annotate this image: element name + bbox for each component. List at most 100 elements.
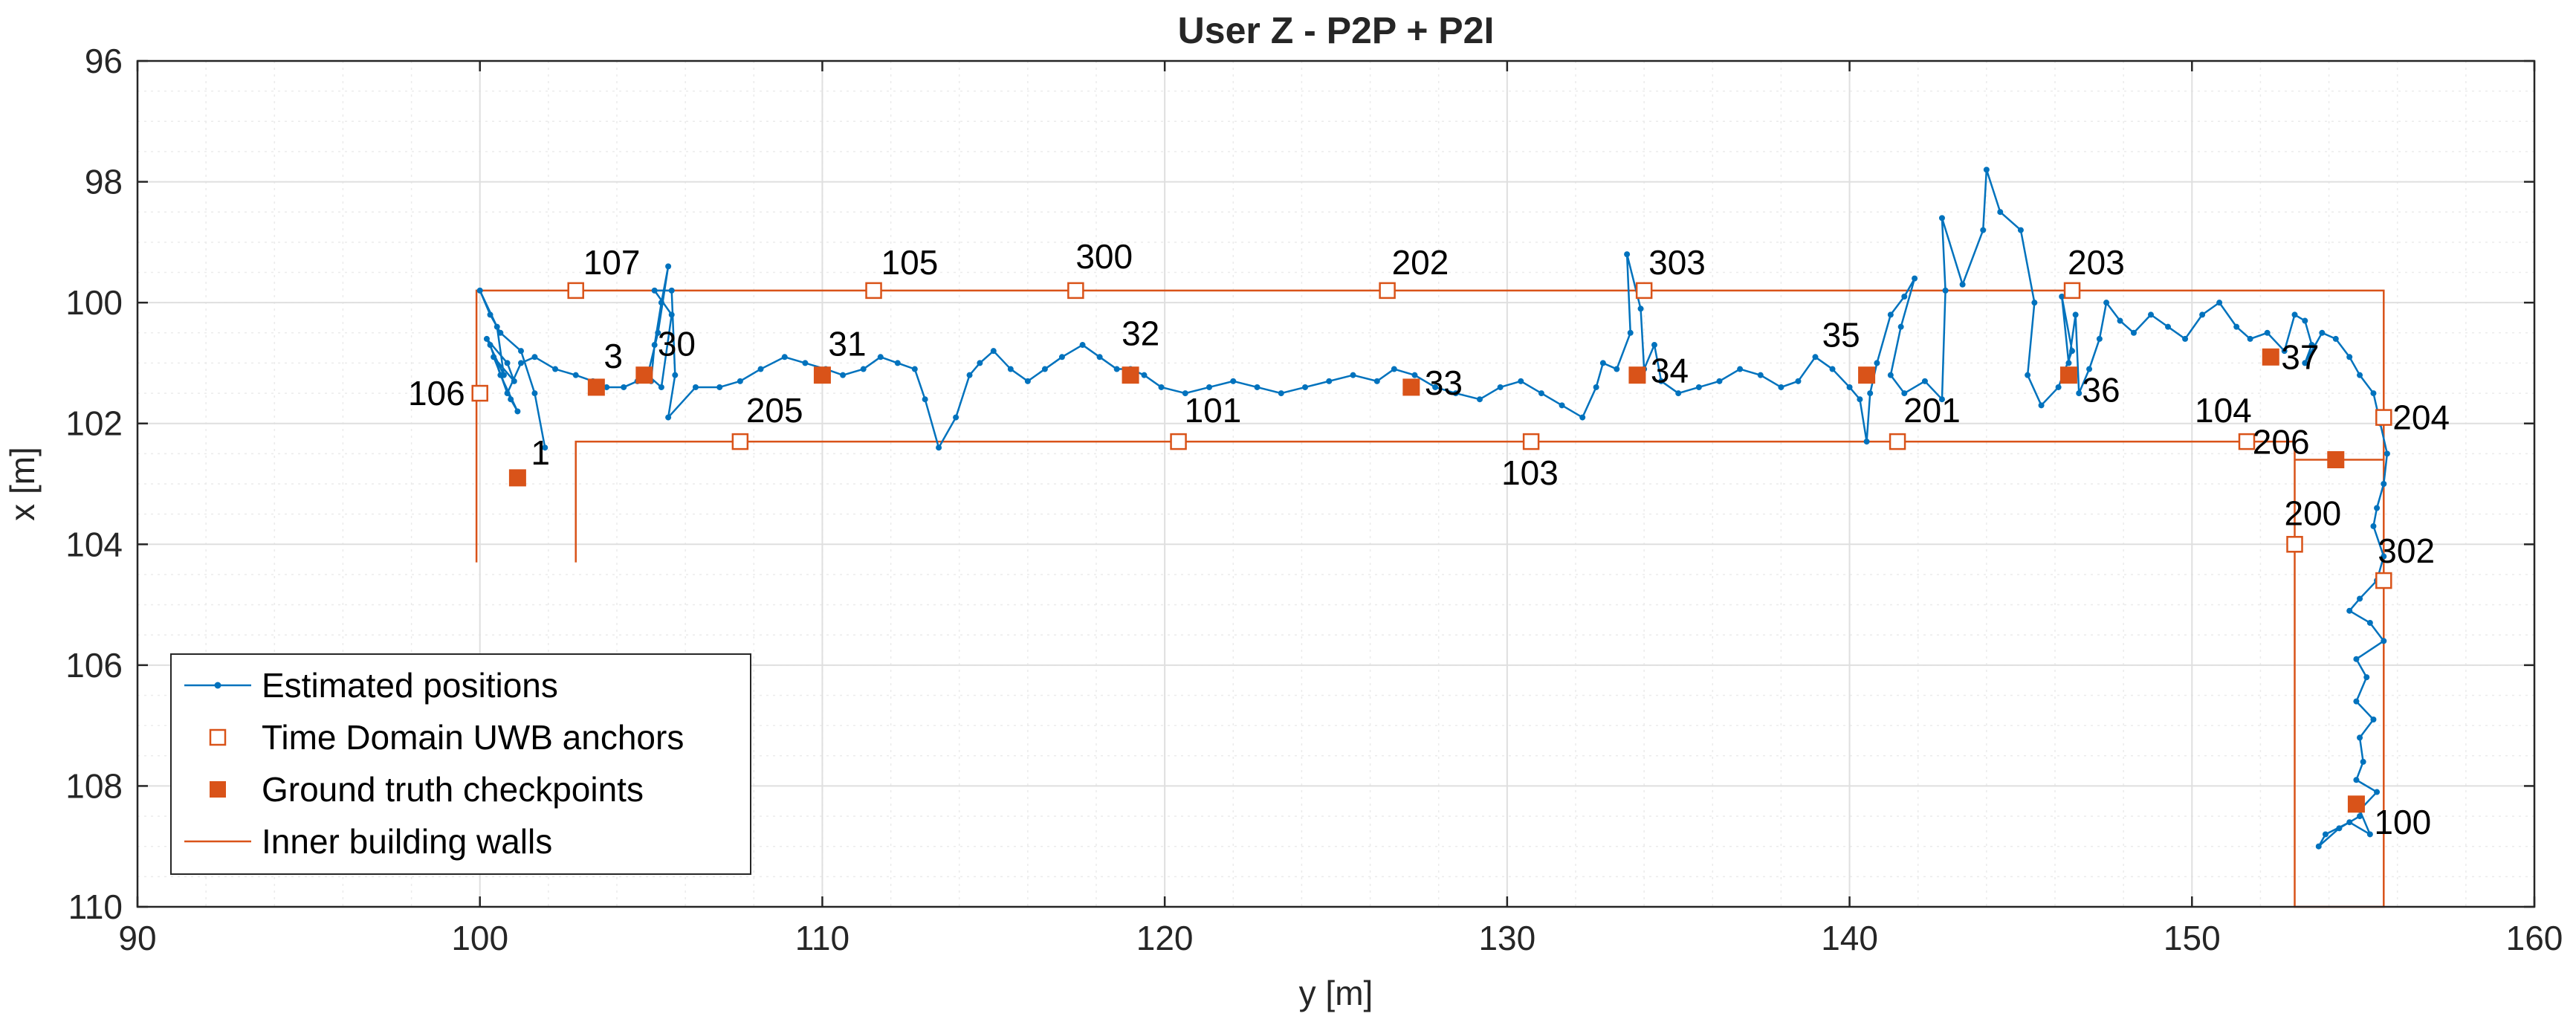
estimated-position-point (1675, 390, 1682, 397)
anchor-label-105: 105 (881, 243, 939, 282)
y-tick-label: 110 (68, 887, 123, 926)
estimated-position-point (781, 354, 788, 360)
y-tick-label: 102 (65, 404, 123, 443)
x-tick-label: 90 (118, 919, 156, 957)
estimated-position-point (911, 366, 918, 372)
estimated-position-point (514, 408, 521, 415)
anchor-label-204: 204 (2392, 398, 2450, 437)
anchor-label-104: 104 (2195, 391, 2252, 430)
estimated-position-point (2374, 505, 2381, 511)
estimated-position-point (2315, 843, 2322, 850)
estimated-position-point (1997, 209, 2004, 216)
x-tick-label: 120 (1136, 919, 1194, 957)
estimated-position-point (2357, 372, 2363, 378)
estimated-position-point (1158, 384, 1165, 390)
estimated-position-point (990, 348, 997, 355)
estimated-position-point (621, 384, 627, 390)
estimated-position-point (1863, 439, 1870, 445)
estimated-position-point (2366, 619, 2373, 626)
estimated-position-point (651, 342, 658, 349)
estimated-position-point (1651, 342, 1657, 349)
estimated-position-point (2130, 329, 2137, 336)
estimated-position-point (2357, 595, 2363, 602)
estimated-position-point (2353, 777, 2360, 783)
estimated-position-point (1141, 372, 1148, 378)
anchor-label-101: 101 (1185, 391, 1242, 430)
estimated-position-point (1058, 354, 1065, 360)
legend-items: Estimated positions Time Domain UWB ancho… (184, 666, 684, 861)
estimated-position-point (1538, 390, 1544, 397)
anchor-label-200: 200 (2285, 494, 2342, 532)
anchor-marker-107 (567, 282, 584, 300)
checkpoint-marker-31 (813, 366, 831, 384)
estimated-position-point (2291, 311, 2298, 318)
estimated-position-point (1897, 323, 1904, 330)
estimated-position-point (2059, 294, 2065, 300)
estimated-position-point (1627, 329, 1634, 336)
y-tick-label: 104 (65, 525, 123, 563)
estimated-position-point (2031, 300, 2038, 306)
estimated-position-point (2381, 638, 2387, 644)
estimated-position-point (1980, 227, 1987, 233)
estimated-position-point (840, 372, 847, 378)
estimated-position-point (1579, 414, 1586, 421)
estimated-position-point (1411, 372, 1418, 378)
estimated-position-point (936, 444, 942, 451)
estimated-position-point (2322, 831, 2329, 838)
estimated-position-point (2281, 348, 2288, 355)
estimated-position-point (2363, 674, 2370, 681)
estimated-position-point (802, 360, 809, 366)
anchor-label-302: 302 (2378, 531, 2435, 570)
estimated-position-point (1716, 378, 1723, 384)
estimated-position-point (2182, 335, 2189, 342)
x-tick-label: 110 (795, 919, 850, 957)
anchor-marker-303 (1635, 282, 1653, 300)
estimated-position-point (1350, 372, 1356, 378)
estimated-position-point (894, 360, 901, 366)
estimated-position-point (2302, 360, 2308, 366)
estimated-position-point (2384, 450, 2390, 457)
estimated-position-point (2165, 323, 2172, 330)
estimated-position-point (2233, 323, 2240, 330)
estimated-position-point (493, 323, 500, 330)
y-tick-label: 108 (65, 766, 123, 805)
estimated-position-point (2065, 360, 2072, 366)
estimated-position-point (2076, 390, 2083, 397)
anchor-label-106: 106 (408, 374, 465, 413)
checkpoint-label-100: 100 (2374, 803, 2431, 841)
plot-frame (136, 59, 2536, 908)
checkpoint-label-1: 1 (531, 433, 550, 472)
estimated-position-point (2055, 384, 2062, 390)
legend-box (170, 653, 751, 875)
estimated-position-point (1959, 281, 1966, 288)
estimated-position-point (1846, 384, 1853, 390)
estimated-position-point (665, 263, 672, 270)
estimated-position-point (504, 360, 511, 366)
estimated-position-point (1637, 305, 1644, 312)
x-tick-label: 100 (451, 919, 508, 957)
checkpoint-marker-35 (1858, 366, 1876, 384)
estimated-position-point (2199, 311, 2206, 318)
checkpoint-marker-36 (2059, 366, 2077, 384)
estimated-position-point (1497, 384, 1504, 390)
estimated-position-point (1614, 366, 1620, 372)
estimated-position-point (2096, 335, 2103, 342)
estimated-position-point (508, 396, 514, 403)
uwb-anchors (471, 282, 2392, 589)
anchor-marker-105 (865, 282, 882, 300)
checkpoint-marker-3 (587, 378, 605, 396)
estimated-position-point (2302, 317, 2308, 324)
estimated-position-point (1559, 402, 1565, 409)
estimated-position-point (1113, 366, 1120, 372)
axis-ticks: 90 100 110 120 130 140 150 16096981001021041061… (65, 42, 2563, 957)
estimated-position-point (487, 311, 493, 318)
estimated-position-point (531, 390, 538, 397)
estimated-position-point (2370, 523, 2377, 529)
checkpoint-label-35: 35 (1822, 316, 1860, 355)
y-tick-label: 100 (65, 283, 123, 322)
estimated-position-point (1518, 378, 1524, 384)
anchor-marker-300 (1067, 282, 1084, 300)
estimated-position-point (2357, 813, 2363, 820)
estimated-position-point (2216, 300, 2223, 306)
